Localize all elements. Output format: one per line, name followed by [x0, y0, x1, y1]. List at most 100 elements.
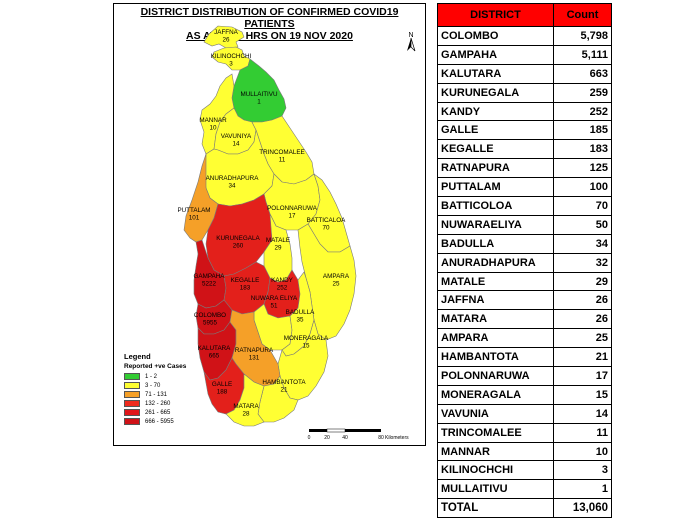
districts-layer: [183, 25, 357, 427]
district-cell: RATNAPURA: [437, 158, 554, 179]
count-cell: 100: [553, 177, 612, 198]
map-panel: DISTRICT DISTRIBUTION OF CONFIRMED COVID…: [113, 3, 426, 446]
district-cell: MATARA: [437, 309, 554, 330]
district-cell: BATTICOLOA: [437, 196, 554, 216]
district-value-colombo: 5955: [203, 320, 218, 327]
district-value-kurunegala: 260: [233, 243, 244, 250]
count-cell: 185: [553, 120, 612, 141]
table-row: MATARA 26: [437, 309, 612, 330]
district-cell: NUWARAELIYA: [437, 214, 554, 235]
district-value-kandy: 252: [277, 285, 288, 292]
scale-unit: Kilometers: [385, 435, 409, 441]
district-label-kurunegala: KURUNEGALA: [216, 235, 260, 242]
district-label-kalutara: KALUTARA: [198, 345, 232, 352]
district-value-mullaitivu: 1: [257, 99, 261, 106]
district-value-ampara: 25: [332, 281, 340, 288]
district-label-badulla: BADULLA: [286, 309, 315, 316]
map-title-line1: DISTRICT DISTRIBUTION OF CONFIRMED COVID…: [140, 6, 399, 30]
district-cell: BADULLA: [437, 233, 554, 254]
district-label-ratnapura: RATNAPURA: [235, 347, 274, 354]
district-kurunegala: [205, 193, 277, 277]
district-label-mullaitivu: MULLAITIVU: [240, 91, 278, 98]
count-cell: 26: [553, 290, 612, 311]
district-label-vavuniya: VAVUNIYA: [221, 133, 252, 140]
legend-swatch: [124, 391, 140, 398]
legend-item: 3 - 70: [124, 381, 186, 390]
district-label-puttalam: PUTTALAM: [177, 207, 210, 214]
legend-subtitle: Reported +ve Cases: [124, 363, 187, 370]
count-cell: 10: [553, 441, 612, 462]
district-value-nuwara-eliya: 51: [270, 303, 278, 310]
north-arrow: N: [404, 30, 418, 52]
district-value-vavuniya: 14: [232, 141, 240, 148]
north-arrow-icon: N: [407, 32, 416, 52]
count-cell: 663: [553, 63, 612, 84]
scale-bar: 0 20 40 80 Kilometers: [303, 428, 423, 444]
table-row: NUWARAELIYA 50: [437, 214, 612, 235]
table-row: KEGALLE 183: [437, 139, 612, 160]
district-count-table: DISTRICT Count COLOMBO 5,798 GAMPAHA 5,111 K…: [437, 3, 612, 518]
legend-swatch: [124, 400, 140, 407]
table-row: GALLE 185: [437, 120, 612, 141]
legend-swatch: [124, 409, 140, 416]
legend-label: 1 - 2: [145, 373, 158, 380]
legend-item: 132 - 260: [124, 399, 186, 408]
district-value-ratnapura: 131: [249, 355, 260, 362]
legend-label: 3 - 70: [145, 382, 161, 389]
total-row: TOTAL 13,060: [437, 498, 612, 518]
district-cell: GALLE: [437, 120, 554, 141]
district-value-matara: 28: [242, 411, 250, 418]
district-label-hambantota: HAMBANTOTA: [262, 379, 306, 386]
legend-swatch: [124, 418, 140, 425]
district-label-kilinochchi: KILINOCHCHI: [211, 53, 252, 60]
district-ampara: [297, 223, 357, 341]
table-row: MULLAITIVU 1: [437, 479, 612, 500]
table-row: KALUTARA 663: [437, 63, 612, 84]
district-value-matale: 29: [274, 245, 282, 252]
legend-label: 132 - 260: [145, 400, 171, 407]
district-value-polonnaruwa: 17: [288, 213, 296, 220]
district-label-trincomalee: TRINCOMALEE: [259, 149, 304, 156]
district-cell: COLOMBO: [437, 26, 554, 46]
table-row: MATALE 29: [437, 271, 612, 292]
district-value-hambantota: 21: [280, 387, 288, 394]
scale-segment: [326, 428, 346, 433]
district-cell: JAFFNA: [437, 290, 554, 311]
scale-tick-2: 40: [342, 435, 348, 441]
total-label: TOTAL: [437, 498, 554, 518]
scale-tick-0: 0: [308, 435, 311, 441]
district-label-galle: GALLE: [212, 381, 232, 388]
district-cell: KILINOCHCHI: [437, 460, 554, 481]
district-value-mannar: 10: [209, 125, 217, 132]
district-cell: GAMPAHA: [437, 44, 554, 65]
scale-tick-3: 80: [378, 435, 384, 441]
legend-label: 261 - 665: [145, 409, 171, 416]
count-cell: 25: [553, 328, 612, 349]
count-cell: 252: [553, 101, 612, 122]
table-row: HAMBANTOTA 21: [437, 347, 612, 368]
district-cell: MULLAITIVU: [437, 479, 554, 500]
district-value-gampaha: 5222: [202, 281, 217, 288]
count-cell: 29: [553, 271, 612, 292]
district-label-batticaloa: BATTICALOA: [307, 217, 347, 224]
count-cell: 14: [553, 403, 612, 424]
table-row: RATNAPURA 125: [437, 158, 612, 179]
district-label-kandy: KANDY: [271, 277, 293, 284]
district-cell: KEGALLE: [437, 139, 554, 160]
table-header-row: DISTRICT Count: [437, 3, 612, 27]
legend-swatch: [124, 382, 140, 389]
scale-segment: [345, 429, 381, 432]
count-cell: 34: [553, 233, 612, 254]
count-cell: 15: [553, 384, 612, 405]
count-cell: 26: [553, 309, 612, 330]
district-cell: KALUTARA: [437, 63, 554, 84]
district-label-matale: MATALE: [266, 237, 290, 244]
district-cell: MATALE: [437, 271, 554, 292]
count-cell: 70: [553, 196, 612, 216]
district-value-batticaloa: 70: [322, 225, 330, 232]
legend: Legend Reported +ve Cases 1 - 2 3 - 70 71 …: [124, 352, 186, 426]
count-cell: 32: [553, 252, 612, 273]
district-value-kilinochchi: 3: [229, 61, 233, 68]
